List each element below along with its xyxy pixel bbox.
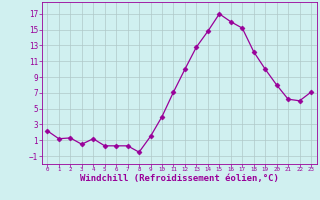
X-axis label: Windchill (Refroidissement éolien,°C): Windchill (Refroidissement éolien,°C) xyxy=(80,174,279,183)
